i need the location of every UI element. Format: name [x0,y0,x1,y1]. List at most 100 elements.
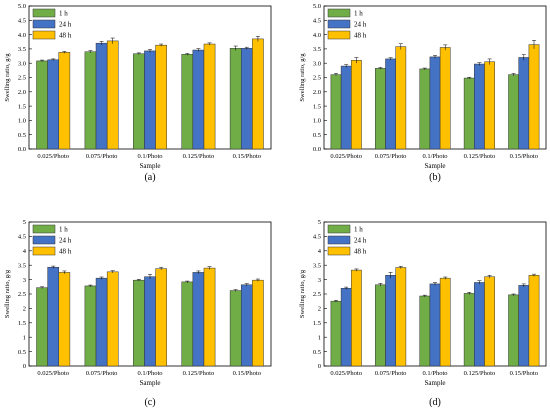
y-tick-label: 4.0 [313,32,321,39]
bar-1h-1 [330,74,342,150]
y-tick-label: 0.5 [18,132,26,139]
y-tick-label: 3.5 [18,46,26,53]
bar-48h-1 [351,269,362,367]
bar-24h-5 [240,48,253,150]
y-tick-label: 1.5 [18,320,26,327]
bar-24h-2 [95,42,108,150]
panel-label: (c) [144,397,155,408]
y-axis-label: Swelling ratio, g/g [299,53,306,102]
bar-48h-5 [252,279,264,367]
legend-swatch-24h [327,19,351,29]
legend-label: 48 h [59,32,72,40]
bar-24h-1 [47,59,60,150]
bar-1h-1 [36,60,48,150]
bar-1h-1 [36,287,48,367]
legend-label: 48 h [59,248,72,256]
y-tick-label: 2.0 [18,89,26,96]
bar-48h-4 [484,61,495,150]
x-tick-label: 0.025/Photo [330,153,362,160]
bar-1h-3 [419,295,431,367]
bar-24h-5 [518,57,530,150]
x-axis-label: Sample [425,379,446,387]
y-tick-label: 4.5 [18,234,26,241]
y-tick-label: 2 [23,306,26,313]
bar-24h-3 [144,50,156,150]
bar-24h-3 [144,276,156,367]
y-tick-label: 1 [318,334,321,341]
bar-24h-2 [385,275,396,367]
legend-label: 24 h [354,21,367,29]
legend-swatch-24h [327,235,351,245]
legend-label: 1 h [354,10,363,18]
x-tick-label: 0.075/Photo [375,153,407,160]
legend-label: 48 h [354,32,367,40]
bar-1h-4 [463,293,475,367]
y-tick-label: 4.5 [313,234,321,241]
bar-24h-4 [192,49,205,150]
bar-1h-4 [181,281,194,367]
y-tick-label: 3.0 [18,60,26,67]
y-tick-label: 3 [318,277,321,284]
x-tick-label: 0.125/Photo [464,370,496,377]
y-tick-label: 0.5 [313,349,321,356]
bar-1h-2 [84,285,97,367]
y-tick-label: 0 [318,363,321,370]
bar-24h-1 [340,287,352,367]
y-tick-label: 4.0 [18,32,26,39]
bar-1h-5 [229,48,242,150]
x-tick-label: 0.15/Photo [510,370,538,377]
x-tick-label: 0.025/Photo [37,370,69,377]
bar-24h-3 [429,283,441,367]
x-tick-label: 0.075/Photo [375,370,407,377]
bar-48h-2 [106,271,119,367]
bar-1h-2 [84,51,97,150]
bar-48h-2 [395,46,407,150]
bar-24h-2 [95,277,108,367]
bar-48h-4 [203,267,216,367]
y-tick-label: 0.5 [313,132,321,139]
y-tick-label: 4.5 [18,18,26,25]
y-tick-label: 2.5 [18,291,26,298]
bar-24h-1 [340,65,352,150]
bar-24h-2 [385,58,396,150]
x-axis-label: Sample [140,379,161,387]
legend-swatch-1h [327,8,351,18]
y-tick-label: 4 [23,248,27,255]
legend: 1 h 24 h 48 h [327,8,367,40]
bar-1h-5 [508,294,519,367]
y-tick-label: 2.5 [18,75,26,82]
x-tick-label: 0.15/Photo [510,153,538,160]
bar-48h-5 [528,275,540,367]
legend-swatch-1h [327,224,351,234]
y-tick-label: 5 [318,219,321,226]
bar-48h-5 [528,44,540,150]
bar-48h-4 [203,43,216,150]
bar-48h-1 [58,52,71,150]
bar-48h-4 [484,276,495,367]
x-tick-label: 0.15/Photo [233,370,261,377]
legend-swatch-48h [32,30,56,40]
x-tick-label: 0.125/Photo [183,370,215,377]
legend-swatch-1h [32,8,56,18]
y-tick-label: 0.0 [18,146,26,153]
bar-48h-3 [155,268,167,367]
y-tick-label: 1 [23,334,26,341]
chart-panel-a: 0.0 0.5 1.0 1.5 2.0 2.5 3.0 3.5 4.0 4.5 5.0 Swellin… [4,3,272,170]
chart-panel-b: 0.0 0.5 1.0 1.5 2.0 2.5 3.0 3.5 4.0 4.5 5.0 Swellin… [299,3,547,170]
panel-label: (b) [429,172,441,183]
x-axis-label: Sample [140,162,161,170]
bar-24h-4 [192,272,205,367]
legend-label: 24 h [59,21,72,29]
legend-label: 48 h [354,248,367,256]
y-tick-label: 3.5 [313,262,321,269]
y-axis-label: Swelling ratio, g/g [299,269,306,318]
y-tick-label: 3.5 [313,46,321,53]
y-tick-label: 5.0 [18,3,26,10]
y-tick-label: 3 [23,277,26,284]
y-tick-label: 4.5 [313,18,321,25]
legend-label: 24 h [59,237,72,245]
y-tick-label: 1.0 [313,118,321,125]
bar-24h-1 [47,266,60,367]
legend-swatch-48h [32,246,56,256]
